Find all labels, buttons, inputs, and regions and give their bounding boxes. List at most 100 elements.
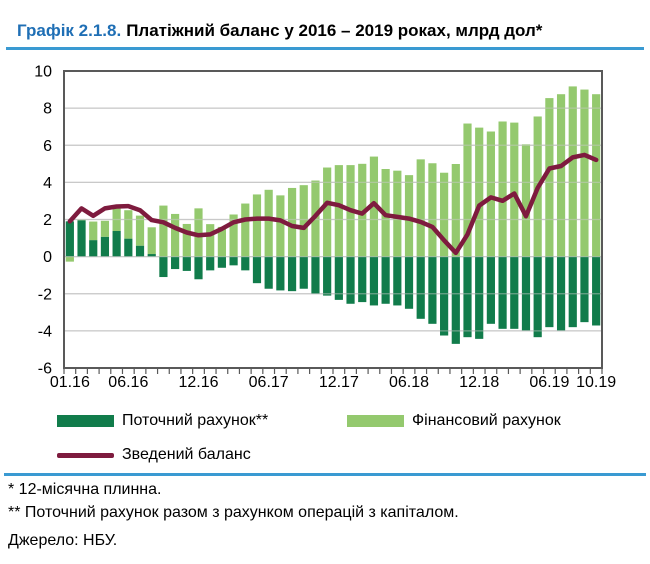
bar-financial-account	[428, 163, 437, 257]
bar-current-account	[206, 256, 215, 271]
bar-current-account	[147, 254, 156, 257]
bar-financial-account	[100, 220, 110, 237]
bar-current-account	[264, 256, 273, 289]
bar-financial-account	[229, 214, 238, 257]
bar-financial-account	[89, 221, 98, 241]
bar-current-account	[440, 256, 449, 336]
y-axis-label: -4	[38, 323, 52, 340]
bar-financial-account	[451, 163, 460, 257]
bar-current-account	[135, 245, 145, 257]
bar-current-account	[568, 256, 577, 328]
legend-label-balance: Зведений баланс	[122, 446, 251, 463]
bar-financial-account	[521, 144, 531, 257]
x-axis-label: 06.16	[108, 374, 148, 391]
bar-current-account	[100, 236, 110, 257]
bar-current-account	[217, 256, 226, 268]
bar-financial-account	[498, 121, 507, 257]
bar-current-account	[299, 256, 308, 289]
bar-current-account	[369, 256, 379, 306]
bar-current-account	[77, 220, 86, 257]
plot-border	[63, 70, 603, 369]
y-axis-label: -2	[38, 286, 52, 303]
bar-current-account	[229, 256, 238, 266]
bar-financial-account	[171, 213, 180, 257]
bar-financial-account	[252, 194, 262, 257]
bar-financial-account	[206, 224, 215, 257]
bar-financial-account	[264, 189, 273, 257]
bar-current-account	[159, 256, 168, 278]
bar-current-account	[428, 256, 437, 324]
y-axis-label: 0	[43, 249, 52, 266]
bar-financial-account	[440, 172, 449, 257]
bar-current-account	[334, 256, 343, 300]
y-axis-label: 10	[34, 64, 52, 81]
x-axis-label: 01.16	[50, 374, 90, 391]
footnote-2: ** Поточний рахунок разом з рахунком опе…	[8, 504, 459, 521]
footnote-1: * 12-місячна плинна.	[8, 481, 162, 498]
bar-financial-account	[545, 98, 554, 257]
current-account-swatch	[57, 415, 114, 427]
bar-current-account	[510, 256, 519, 329]
x-axis-label: 06.17	[249, 374, 289, 391]
legend-item-balance: Зведений баланс	[57, 446, 251, 464]
source-note: Джерело: НБУ.	[8, 532, 118, 549]
bar-financial-account	[135, 215, 145, 246]
bar-current-account	[194, 256, 203, 280]
x-axis-label: 06.18	[389, 374, 429, 391]
bar-financial-account	[393, 170, 402, 257]
bar-current-account	[276, 256, 285, 291]
bar-current-account	[171, 256, 180, 270]
balance-line-swatch	[57, 452, 114, 458]
bar-current-account	[592, 256, 601, 326]
bar-financial-account	[159, 205, 168, 257]
bar-current-account	[323, 256, 332, 296]
bar-current-account	[124, 238, 133, 257]
x-axis-label: 12.17	[319, 374, 359, 391]
bar-current-account	[545, 256, 554, 328]
bar-current-account	[287, 256, 297, 292]
bar-current-account	[475, 256, 484, 339]
x-axis-label: 10.19	[576, 374, 616, 391]
bar-financial-account	[556, 94, 566, 257]
bar-current-account	[311, 256, 320, 294]
bar-current-account	[580, 256, 589, 323]
bar-current-account	[416, 256, 425, 319]
balance-line	[67, 152, 599, 256]
legend-label-current-account: Поточний рахунок**	[122, 412, 269, 429]
bar-financial-account	[217, 226, 226, 257]
bar-current-account	[463, 256, 472, 338]
title-underline-rule	[6, 47, 644, 50]
bar-current-account	[241, 256, 250, 271]
bar-current-account	[533, 256, 542, 338]
bar-financial-account	[124, 210, 133, 239]
legend-label-financial-account: Фінансовий рахунок	[412, 412, 561, 429]
chart-number-label: Графік 2.1.8.	[17, 21, 122, 40]
bar-financial-account	[568, 86, 577, 257]
y-axis-label: 6	[43, 138, 52, 155]
legend-row-2: Зведений баланс	[0, 446, 650, 466]
bar-financial-account	[463, 123, 472, 257]
bar-financial-account	[580, 89, 589, 257]
chart-title-text: Платіжний баланс у 2016 – 2019 роках, мл…	[126, 21, 543, 40]
bar-financial-account	[194, 208, 203, 257]
bar-financial-account	[276, 195, 285, 257]
financial-account-swatch	[347, 415, 404, 427]
bar-current-account	[65, 221, 74, 257]
bar-financial-account	[147, 227, 156, 255]
bar-financial-account	[404, 175, 414, 257]
bar-financial-account	[416, 159, 425, 257]
bar-financial-account	[358, 163, 367, 257]
legend-item-current-account: Поточний рахунок**	[57, 412, 268, 430]
y-axis-label: -6	[38, 361, 52, 378]
bar-financial-account	[323, 167, 332, 257]
x-axis-label: 06.19	[529, 374, 569, 391]
x-axis-label: 12.16	[178, 374, 218, 391]
bar-financial-account	[369, 156, 379, 257]
bar-financial-account	[241, 203, 250, 257]
bar-financial-account	[334, 165, 343, 257]
y-axis-label: 2	[43, 212, 52, 229]
bar-current-account	[358, 256, 367, 303]
bar-current-account	[252, 256, 262, 284]
bar-current-account	[89, 240, 98, 257]
